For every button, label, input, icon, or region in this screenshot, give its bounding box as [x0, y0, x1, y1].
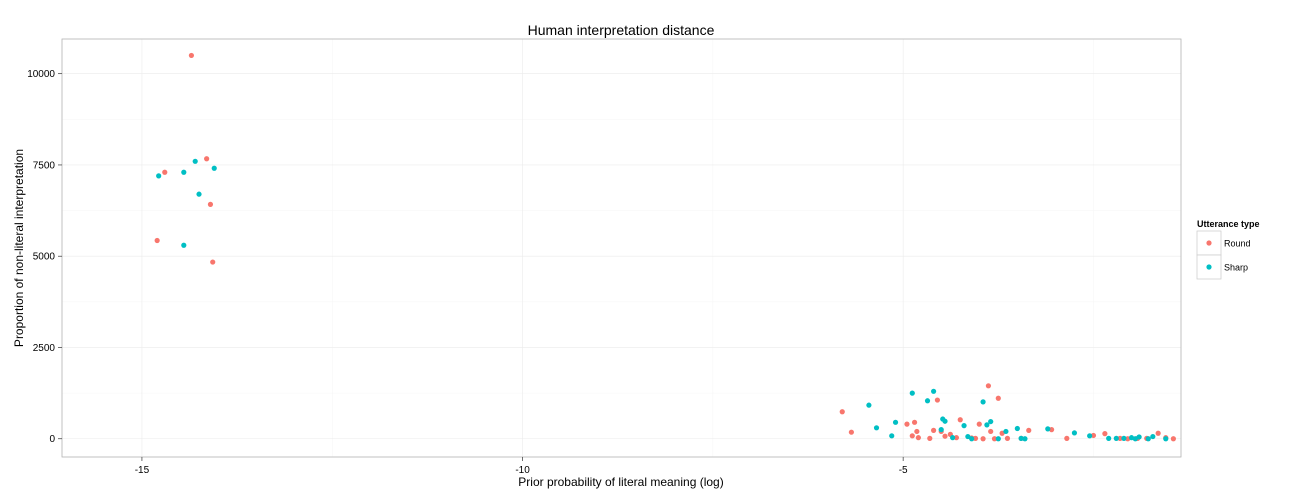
point-sharp — [873, 425, 880, 431]
point-round — [1117, 435, 1123, 441]
point-round — [911, 419, 918, 425]
chart-title: Human interpretation distance — [528, 22, 715, 38]
point-sharp — [980, 399, 986, 405]
point-sharp — [1113, 435, 1119, 441]
point-round — [957, 417, 963, 423]
point-sharp — [181, 242, 187, 248]
point-sharp — [931, 388, 937, 394]
point-round — [995, 395, 1001, 401]
point-round — [914, 428, 920, 435]
point-sharp — [1087, 433, 1093, 439]
point-round — [1090, 432, 1097, 439]
point-sharp — [1121, 435, 1127, 441]
point-round — [931, 427, 937, 433]
y-tick-label: 0 — [49, 434, 55, 445]
data-points — [154, 52, 1176, 442]
y-tick-label: 2500 — [33, 343, 56, 354]
point-sharp — [924, 398, 931, 404]
legend-key-round — [1206, 240, 1212, 246]
x-tick-label: -5 — [899, 465, 908, 476]
y-tick-label: 5000 — [33, 252, 56, 263]
legend-title: Utterance type — [1197, 219, 1260, 229]
point-sharp — [1145, 436, 1151, 442]
point-round — [162, 169, 168, 175]
point-round — [904, 421, 910, 427]
point-sharp — [942, 418, 948, 424]
point-round — [988, 428, 994, 435]
point-round — [207, 201, 214, 207]
point-sharp — [909, 390, 915, 396]
y-tick-label: 10000 — [27, 69, 55, 80]
legend: Utterance type Round Sharp — [1196, 219, 1260, 280]
point-round — [188, 52, 195, 59]
point-round — [1155, 430, 1161, 436]
point-round — [909, 433, 915, 439]
y-tick-label: 7500 — [33, 160, 56, 171]
axis-ticks: -15 -10 -5 0 2500 5000 7500 10000 — [27, 69, 908, 476]
point-sharp — [950, 435, 956, 441]
point-round — [1170, 436, 1176, 442]
point-sharp — [938, 427, 944, 433]
point-sharp — [1106, 435, 1112, 441]
point-round — [976, 421, 982, 427]
grid-lines — [62, 39, 1181, 457]
point-round — [985, 383, 992, 389]
point-sharp — [181, 169, 187, 175]
point-round — [848, 429, 854, 435]
point-round — [1004, 435, 1011, 441]
point-sharp — [965, 433, 971, 440]
point-sharp — [969, 436, 975, 442]
point-sharp — [961, 423, 967, 429]
point-round — [204, 156, 210, 162]
y-axis-title: Proportion of non-literal interpretation — [12, 149, 26, 347]
point-sharp — [1045, 426, 1051, 432]
legend-label: Sharp — [1224, 263, 1248, 273]
point-round — [991, 436, 998, 442]
point-sharp — [892, 419, 899, 425]
point-round — [953, 435, 960, 441]
point-round — [1064, 435, 1070, 441]
point-sharp — [211, 165, 217, 171]
point-round — [942, 433, 948, 439]
point-sharp — [1163, 436, 1169, 442]
x-tick-label: -10 — [515, 465, 530, 476]
point-sharp — [1003, 428, 1009, 435]
point-sharp — [866, 402, 872, 408]
point-round — [915, 435, 921, 441]
point-sharp — [1014, 425, 1020, 432]
point-round — [1102, 431, 1108, 437]
point-sharp — [192, 158, 198, 164]
point-sharp — [156, 173, 162, 179]
x-axis-title: Prior probability of literal meaning (lo… — [518, 475, 723, 489]
point-sharp — [995, 436, 1001, 442]
point-round — [1026, 427, 1032, 433]
point-sharp — [196, 191, 202, 197]
point-round — [927, 435, 933, 441]
legend-key-sharp — [1206, 264, 1212, 270]
plot-panel-border — [61, 38, 1182, 458]
point-round — [154, 237, 160, 244]
point-round — [972, 435, 979, 441]
point-round — [210, 259, 216, 265]
point-sharp — [1150, 433, 1156, 440]
legend-label: Round — [1224, 239, 1251, 249]
x-tick-label: -15 — [135, 465, 150, 476]
point-sharp — [1018, 435, 1024, 441]
point-round — [839, 409, 845, 415]
point-sharp — [984, 422, 990, 428]
point-round — [934, 397, 941, 403]
point-round — [980, 436, 986, 442]
point-sharp — [1136, 434, 1142, 440]
point-sharp — [988, 418, 994, 425]
point-sharp — [889, 433, 895, 439]
point-sharp — [1071, 430, 1078, 436]
point-sharp — [1022, 436, 1028, 442]
